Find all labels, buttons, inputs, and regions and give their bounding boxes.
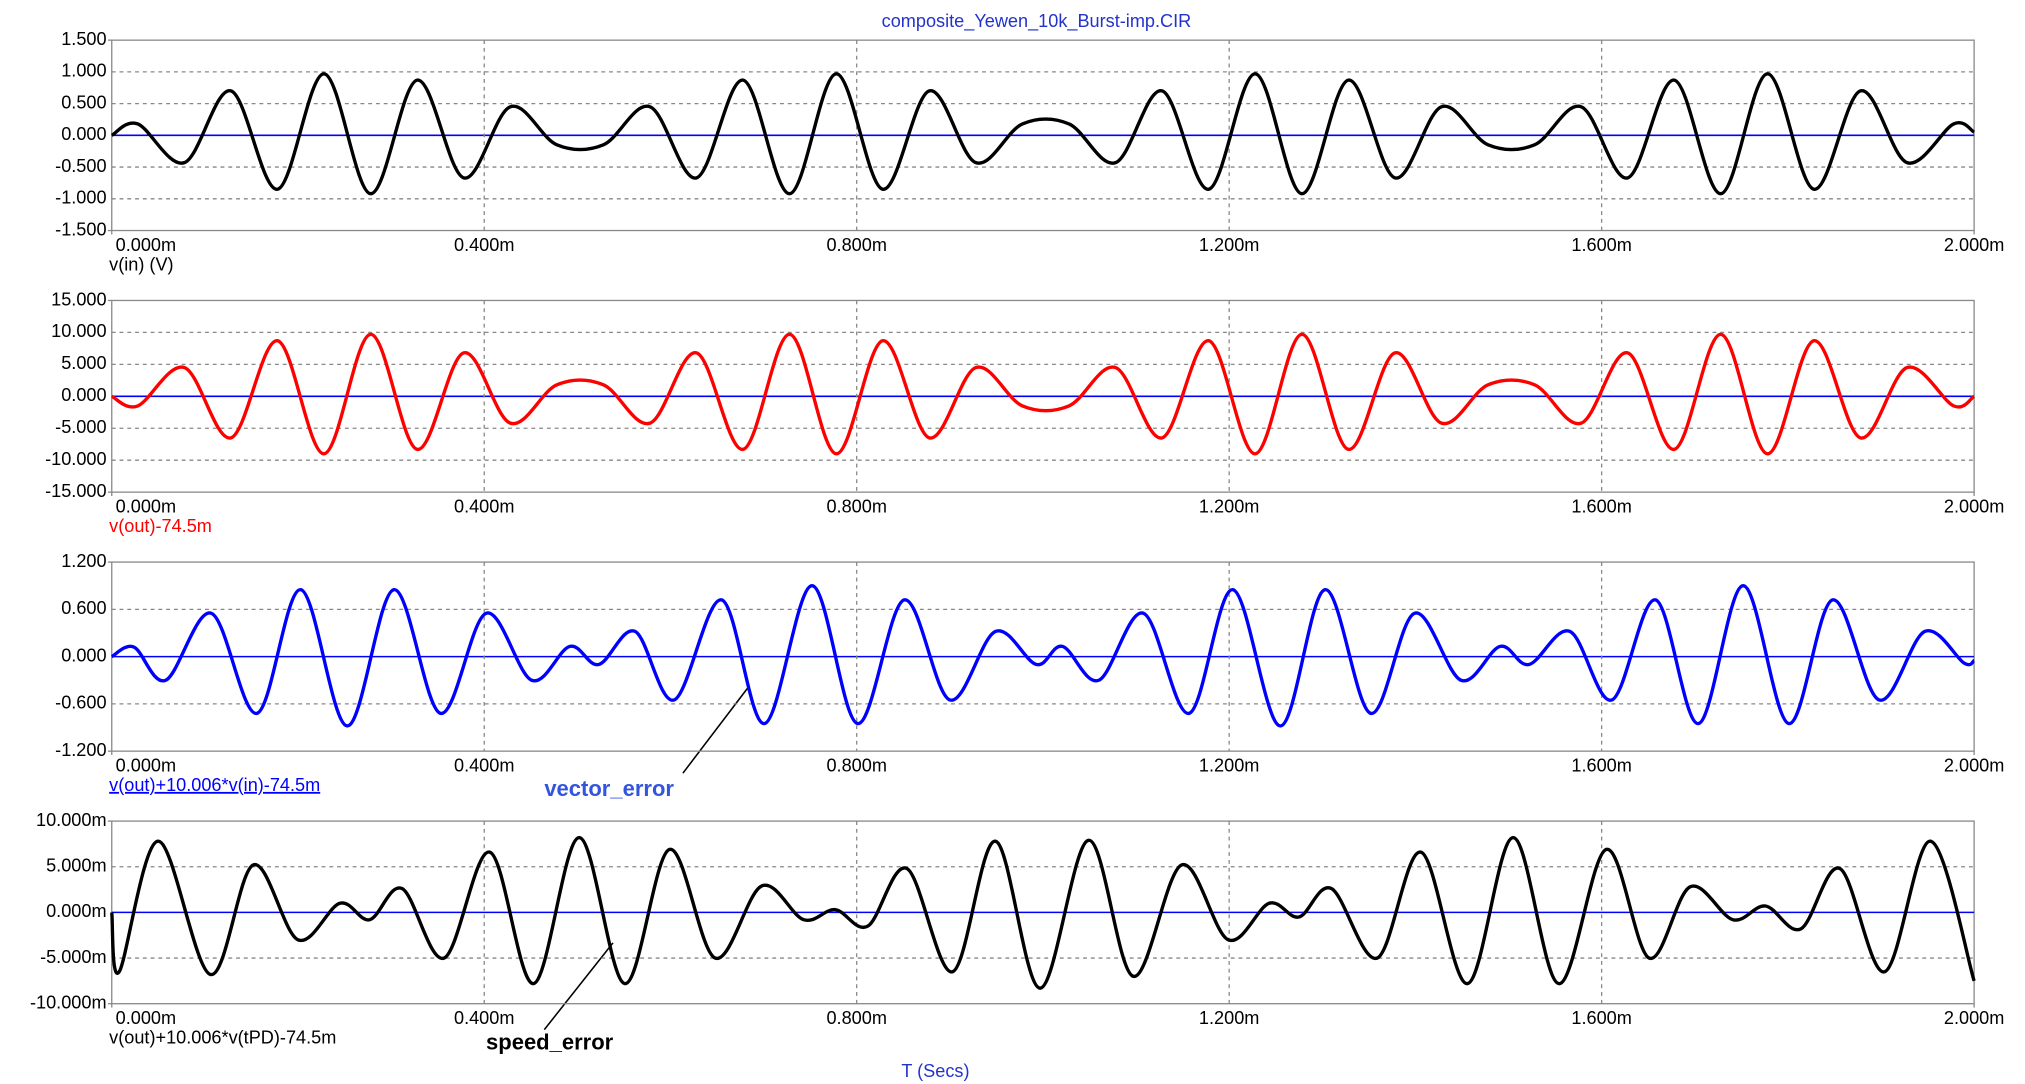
y-tick-label: 0.000 xyxy=(61,645,106,665)
x-tick-label: 2.000m xyxy=(1944,755,2004,775)
x-tick-label: 1.200m xyxy=(1199,755,1259,775)
y-tick-label: -1.000 xyxy=(55,188,106,208)
trace xyxy=(110,332,1976,456)
y-tick-label: 0.600 xyxy=(61,598,106,618)
y-tick-label: 1.000 xyxy=(61,61,106,81)
y-tick-label: -10.000m xyxy=(30,993,107,1013)
y-tick-label: -10.000 xyxy=(45,449,106,469)
y-tick-label: -1.200 xyxy=(55,740,106,760)
x-tick-label: 0.000m xyxy=(116,1008,176,1028)
x-tick-label: 1.600m xyxy=(1571,235,1631,255)
y-tick-label: -0.500 xyxy=(55,156,106,176)
series-label: v(out)-74.5m xyxy=(109,516,212,536)
y-tick-label: -5.000 xyxy=(55,417,106,437)
chart-title: composite_Yewen_10k_Burst-imp.CIR xyxy=(882,11,1192,32)
y-tick-label: -15.000 xyxy=(45,481,106,501)
x-tick-label: 0.800m xyxy=(826,235,886,255)
trace xyxy=(110,72,1976,196)
y-tick-label: 1.200 xyxy=(61,551,106,571)
x-tick-label: 0.000m xyxy=(116,235,176,255)
annotation: speed_error xyxy=(486,1030,614,1055)
x-axis-label: T (Secs) xyxy=(901,1061,969,1081)
series-label: v(out)+10.006*v(tPD)-74.5m xyxy=(109,1027,336,1047)
x-tick-label: 0.400m xyxy=(454,1008,514,1028)
y-tick-label: -5.000m xyxy=(40,947,107,967)
y-tick-label: 5.000m xyxy=(46,856,106,876)
annotation: vector_error xyxy=(544,776,674,801)
x-tick-label: 1.600m xyxy=(1571,496,1631,516)
y-tick-label: 0.000 xyxy=(61,124,106,144)
trace xyxy=(110,835,1976,990)
series-label: v(out)+10.006*v(in)-74.5m xyxy=(109,775,320,795)
y-tick-label: 10.000 xyxy=(51,321,106,341)
y-tick-label: 0.500 xyxy=(61,92,106,112)
y-tick-label: -1.500 xyxy=(55,219,106,239)
x-tick-label: 0.800m xyxy=(826,755,886,775)
x-tick-label: 1.600m xyxy=(1571,755,1631,775)
series-label: v(in) (V) xyxy=(109,254,173,274)
x-tick-label: 0.000m xyxy=(116,496,176,516)
x-tick-label: 2.000m xyxy=(1944,496,2004,516)
x-tick-label: 0.000m xyxy=(116,755,176,775)
x-tick-label: 1.200m xyxy=(1199,496,1259,516)
x-tick-label: 2.000m xyxy=(1944,1008,2004,1028)
annotation-arrow xyxy=(682,685,750,774)
x-tick-label: 2.000m xyxy=(1944,235,2004,255)
x-tick-label: 1.200m xyxy=(1199,235,1259,255)
x-tick-label: 0.400m xyxy=(454,496,514,516)
y-tick-label: -0.600 xyxy=(55,693,106,713)
annotation-arrow xyxy=(543,942,614,1031)
x-tick-label: 0.800m xyxy=(826,1008,886,1028)
y-tick-label: 1.500 xyxy=(61,29,106,49)
x-tick-label: 1.600m xyxy=(1571,1008,1631,1028)
x-tick-label: 0.400m xyxy=(454,755,514,775)
trace xyxy=(110,584,1976,728)
y-tick-label: 15.000 xyxy=(51,289,106,309)
x-tick-label: 0.800m xyxy=(826,496,886,516)
y-tick-label: 10.000m xyxy=(36,810,107,830)
y-tick-label: 0.000 xyxy=(61,385,106,405)
x-tick-label: 1.200m xyxy=(1199,1008,1259,1028)
x-tick-label: 0.400m xyxy=(454,235,514,255)
y-tick-label: 0.000m xyxy=(46,901,106,921)
y-tick-label: 5.000 xyxy=(61,353,106,373)
